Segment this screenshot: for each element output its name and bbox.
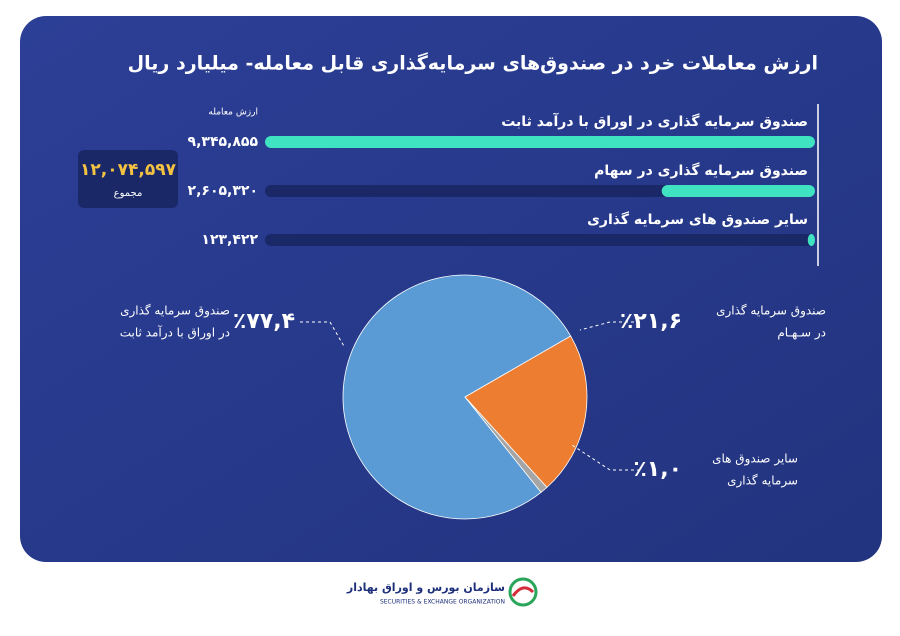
value-label: ۲,۶۰۵,۳۲۰: [188, 183, 258, 199]
footer-org: سازمان بورس و اوراق بهادار: [346, 581, 505, 594]
pie-slice: [464, 396, 548, 493]
bar: [807, 234, 815, 246]
pie-slice: [342, 274, 572, 520]
pie-value-label: ٪۱,۰: [633, 457, 682, 482]
footer: [0, 562, 900, 636]
total-box: [78, 150, 178, 208]
pie-label: سرمایه گذاری: [727, 474, 798, 489]
value-label: ۱۲۳,۴۲۲: [201, 232, 258, 248]
pie-value-label: ٪۲۱,۶: [620, 309, 682, 334]
pie-label: صندوق سرمایه گذاری: [716, 304, 826, 319]
leader-line: [571, 444, 640, 471]
bar-label: صندوق سرمایه گذاری در سهام: [594, 162, 808, 179]
total-value: ۱۲,۰۷۴,۵۹۷: [80, 160, 177, 180]
total-caption: مجموع: [114, 188, 143, 199]
value-header: ارزش معامله: [208, 108, 258, 118]
bar: [265, 136, 815, 148]
pie-label: در سـهـام: [777, 326, 826, 341]
pie-label: سایر صندوق های: [712, 452, 798, 467]
leader-line: [579, 321, 640, 331]
bar: [661, 185, 815, 197]
pie-label: صندوق سرمایه گذاری: [120, 304, 230, 319]
leader-line: [300, 321, 346, 349]
bar-label: سایر صندوق های سرمایه گذاری: [587, 211, 808, 228]
pie-value-label: ٪۷۷,۴: [233, 309, 295, 334]
footer-org-en: SECURITIES & EXCHANGE ORGANIZATION: [380, 599, 505, 606]
pie-slice: [464, 335, 588, 488]
logo: [508, 577, 538, 607]
bar-track: [265, 234, 815, 246]
bar-label: صندوق سرمایه گذاری در اوراق با درآمد ثاب…: [501, 112, 808, 130]
pie-label: در اوراق با درآمد ثابت: [120, 325, 230, 341]
logo-mark: [511, 586, 535, 597]
chart-title: ارزش معاملات خرد در صندوق‌های سرمایه‌گذا…: [128, 52, 818, 75]
value-label: ۹,۳۴۵,۸۵۵: [188, 134, 259, 150]
